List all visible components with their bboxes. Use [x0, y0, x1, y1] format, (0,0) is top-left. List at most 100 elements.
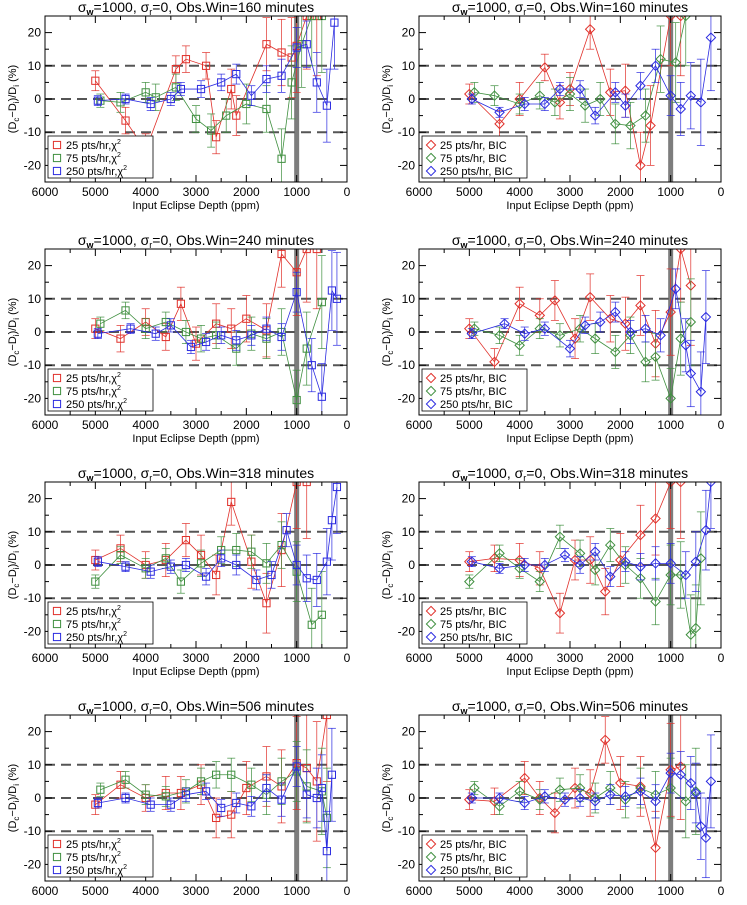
- panel-title: σw=1000, σr=0, Obs.Win=240 minutes: [78, 232, 314, 250]
- vertical-band: [294, 249, 300, 415]
- data-point: [466, 93, 478, 105]
- data-point: [91, 76, 100, 85]
- data-point: [292, 288, 301, 297]
- series-line: [471, 37, 712, 117]
- data-point: [307, 620, 316, 629]
- series-2: [469, 16, 692, 150]
- legend-marker: [425, 864, 437, 876]
- y-tick-label: -20: [24, 857, 42, 871]
- data-point: [312, 575, 321, 585]
- data-point: [201, 787, 211, 796]
- y-tick-label: -20: [398, 857, 416, 871]
- x-tick-label: 6000: [406, 418, 433, 432]
- y-axis-label: (Dc−Di)/Di (%): [381, 764, 395, 832]
- data-point: [514, 98, 525, 110]
- y-tick-label: -10: [398, 824, 416, 838]
- data-point: [116, 780, 125, 789]
- x-axis-label: Input Eclipse Depth (ppm): [506, 200, 633, 212]
- data-point: [594, 316, 606, 328]
- legend-marker: [52, 619, 62, 629]
- x-tick-label: 0: [718, 651, 725, 665]
- data-point: [217, 331, 226, 340]
- x-tick-label: 0: [344, 185, 351, 199]
- data-point: [181, 327, 191, 337]
- legend-marker: [52, 386, 62, 396]
- data-point: [227, 770, 236, 779]
- data-point: [171, 65, 180, 74]
- data-point: [121, 116, 130, 125]
- y-tick-label: 10: [402, 59, 416, 73]
- data-point: [675, 16, 687, 22]
- data-point: [93, 798, 102, 808]
- data-point: [604, 789, 616, 800]
- data-point: [247, 780, 256, 789]
- x-tick-label: 4000: [506, 418, 533, 432]
- y-tick-label: 20: [28, 725, 42, 739]
- x-tick-label: 2000: [607, 418, 634, 432]
- legend-marker: [425, 851, 437, 863]
- y-tick-label: 0: [34, 92, 41, 106]
- y-tick-label: 0: [34, 325, 41, 339]
- data-point: [604, 571, 616, 582]
- data-point: [625, 120, 636, 131]
- x-tick-label: 2000: [233, 884, 260, 898]
- data-point: [549, 295, 561, 306]
- data-point: [287, 78, 296, 87]
- x-tick-label: 6000: [406, 185, 433, 199]
- legend-label: 75 pts/hr,χ2: [66, 618, 121, 631]
- legend-label: 250 pts/hr,χ2: [66, 398, 127, 411]
- data-point: [176, 788, 186, 798]
- data-point: [93, 329, 102, 338]
- data-point: [232, 560, 241, 570]
- data-point: [302, 16, 311, 21]
- data-point: [650, 796, 661, 807]
- data-point: [121, 94, 130, 104]
- y-tick-label: 10: [28, 525, 42, 539]
- y-tick-label: -20: [398, 158, 416, 172]
- data-point: [227, 497, 236, 507]
- data-point: [322, 101, 331, 110]
- legend-box: [47, 135, 154, 179]
- x-tick-label: 3000: [557, 418, 584, 432]
- series-line: [97, 289, 338, 397]
- data-point: [186, 342, 196, 352]
- data-point: [589, 564, 601, 576]
- data-point: [569, 333, 581, 344]
- data-point: [327, 770, 336, 779]
- y-tick-label: 10: [28, 292, 42, 306]
- x-tick-label: 3000: [557, 185, 584, 199]
- data-point: [227, 84, 236, 94]
- data-point: [247, 331, 256, 340]
- y-tick-label: 0: [408, 325, 415, 339]
- data-point: [650, 351, 661, 363]
- legend-label: 25 pts/hr, BIC: [440, 373, 507, 385]
- data-point: [277, 154, 286, 163]
- data-point: [640, 110, 651, 121]
- y-tick-label: 10: [28, 59, 42, 73]
- data-point: [489, 90, 500, 101]
- data-point: [181, 55, 191, 64]
- data-point: [514, 786, 525, 797]
- series-line: [95, 715, 328, 819]
- data-point: [554, 531, 566, 543]
- legend-label: 250 pts/hr,χ2: [66, 864, 127, 877]
- data-point: [494, 106, 505, 118]
- legend-marker: [52, 606, 62, 616]
- legend-marker: [425, 838, 437, 850]
- x-tick-label: 0: [718, 884, 725, 898]
- data-point: [695, 386, 707, 398]
- plot-area: [419, 715, 721, 881]
- y-axis-label: (Dc−Di)/Di (%): [7, 531, 21, 599]
- data-point: [625, 326, 636, 338]
- data-point: [489, 796, 500, 807]
- x-axis-label: Input Eclipse Depth (ppm): [506, 433, 633, 445]
- series-line: [95, 249, 317, 345]
- data-point: [312, 78, 321, 87]
- data-point: [680, 569, 692, 581]
- data-point: [539, 98, 551, 110]
- legend-label: 75 pts/hr,χ2: [66, 152, 121, 165]
- y-tick-label: 20: [402, 492, 416, 506]
- y-tick-label: 20: [402, 725, 416, 739]
